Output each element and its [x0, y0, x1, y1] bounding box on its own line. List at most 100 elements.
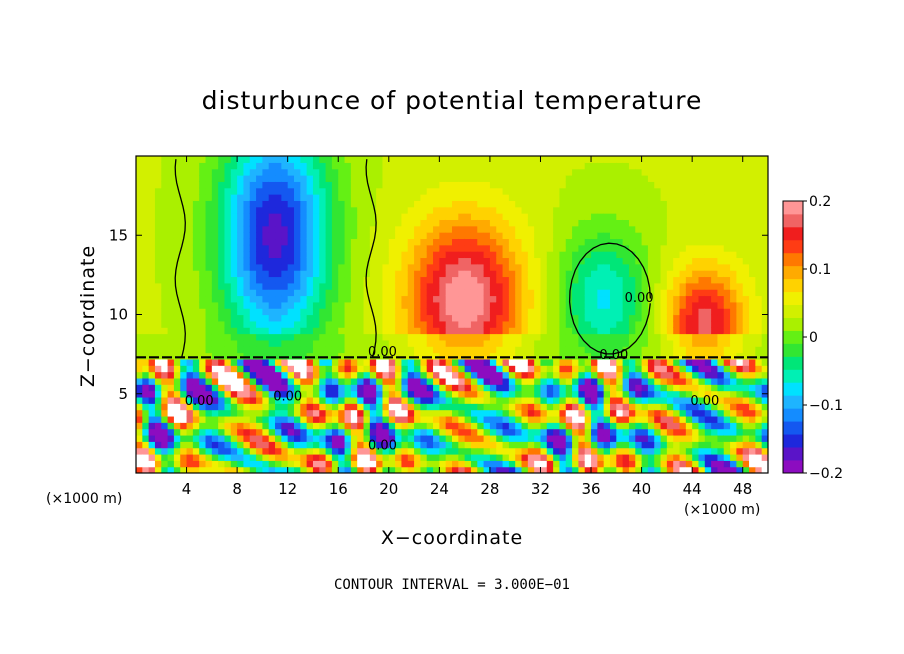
- heatmap-cell: [205, 358, 213, 366]
- heatmap-cell: [628, 257, 636, 265]
- heatmap-cell: [717, 377, 725, 385]
- heatmap-cell: [224, 257, 232, 265]
- heatmap-cell: [698, 282, 706, 290]
- heatmap-cell: [755, 346, 763, 354]
- heatmap-cell: [546, 244, 554, 252]
- heatmap-cell: [515, 175, 523, 182]
- heatmap-cell: [281, 244, 289, 252]
- heatmap-cell: [350, 365, 358, 373]
- heatmap-cell: [306, 396, 314, 404]
- heatmap-cell: [306, 276, 314, 284]
- heatmap-cell: [426, 213, 434, 220]
- heatmap-cell: [458, 320, 466, 328]
- heatmap-cell: [401, 181, 409, 189]
- heatmap-cell: [666, 308, 674, 316]
- heatmap-cell: [376, 333, 384, 341]
- heatmap-cell: [312, 371, 320, 379]
- heatmap-cell: [641, 232, 649, 240]
- heatmap-cell: [452, 384, 459, 392]
- heatmap-cell: [603, 333, 611, 341]
- heatmap-cell: [312, 206, 320, 214]
- heatmap-cell: [660, 200, 668, 208]
- heatmap-cell: [312, 295, 320, 303]
- heatmap-cell: [660, 384, 668, 392]
- heatmap-cell: [230, 282, 238, 290]
- heatmap-cell: [704, 453, 712, 461]
- heatmap-cell: [534, 270, 542, 278]
- heatmap-cell: [420, 453, 428, 461]
- heatmap-cell: [294, 263, 301, 271]
- heatmap-cell: [464, 422, 472, 430]
- heatmap-cell: [275, 428, 282, 436]
- heatmap-cell: [211, 441, 219, 449]
- heatmap-cell: [591, 213, 598, 220]
- heatmap-cell: [654, 390, 662, 398]
- heatmap-cell: [395, 213, 403, 220]
- heatmap-cell: [685, 403, 693, 411]
- heatmap-cell: [584, 453, 592, 461]
- heatmap-cell: [591, 187, 598, 195]
- heatmap-cell: [211, 206, 219, 214]
- heatmap-cell: [167, 396, 175, 404]
- heatmap-cell: [755, 187, 763, 195]
- heatmap-cell: [502, 441, 510, 449]
- heatmap-cell: [692, 270, 700, 278]
- heatmap-cell: [591, 168, 598, 176]
- heatmap-cell: [224, 358, 232, 366]
- heatmap-cell: [603, 156, 611, 163]
- heatmap-cell: [319, 352, 327, 360]
- heatmap-cell: [350, 358, 358, 366]
- heatmap-cell: [452, 282, 459, 290]
- heatmap-cell: [534, 295, 542, 303]
- heatmap-cell: [439, 168, 447, 176]
- heatmap-cell: [584, 270, 592, 278]
- heatmap-cell: [205, 289, 213, 297]
- heatmap-cell: [515, 213, 523, 220]
- heatmap-cell: [527, 244, 535, 252]
- heatmap-cell: [224, 200, 232, 208]
- heatmap-cell: [199, 346, 207, 354]
- heatmap-cell: [628, 358, 636, 366]
- heatmap-cell: [325, 384, 333, 392]
- heatmap-cell: [458, 200, 466, 208]
- heatmap-cell: [357, 460, 365, 468]
- heatmap-cell: [338, 339, 346, 347]
- heatmap-cell: [603, 200, 611, 208]
- heatmap-cell: [211, 396, 219, 404]
- heatmap-cell: [698, 390, 706, 398]
- heatmap-cell: [167, 403, 175, 411]
- heatmap-cell: [414, 289, 421, 297]
- heatmap-cell: [433, 219, 440, 227]
- heatmap-cell: [673, 308, 681, 316]
- heatmap-cell: [736, 289, 744, 297]
- heatmap-cell: [572, 175, 579, 182]
- heatmap-cell: [230, 365, 238, 373]
- heatmap-cell: [685, 428, 693, 436]
- heatmap-cell: [641, 441, 649, 449]
- heatmap-cell: [142, 308, 150, 316]
- heatmap-cell: [660, 390, 668, 398]
- heatmap-cell: [205, 396, 213, 404]
- heatmap-cell: [173, 377, 181, 385]
- heatmap-cell: [477, 219, 485, 227]
- heatmap-cell: [312, 187, 320, 195]
- heatmap-cell: [540, 327, 548, 335]
- heatmap-cell: [249, 428, 257, 436]
- heatmap-cell: [546, 263, 554, 271]
- heatmap-cell: [622, 396, 630, 404]
- heatmap-cell: [452, 409, 459, 417]
- heatmap-cell: [237, 225, 245, 233]
- heatmap-cell: [294, 238, 301, 246]
- heatmap-cell: [521, 466, 529, 473]
- heatmap-cell: [388, 194, 396, 201]
- heatmap-cell: [610, 447, 617, 455]
- heatmap-cell: [154, 257, 162, 265]
- heatmap-cell: [382, 377, 390, 385]
- heatmap-cell: [521, 232, 529, 240]
- heatmap-cell: [496, 301, 504, 309]
- heatmap-cell: [508, 263, 516, 271]
- heatmap-cell: [205, 422, 213, 430]
- heatmap-cell: [679, 232, 687, 240]
- heatmap-cell: [761, 422, 768, 430]
- heatmap-cell: [173, 358, 181, 366]
